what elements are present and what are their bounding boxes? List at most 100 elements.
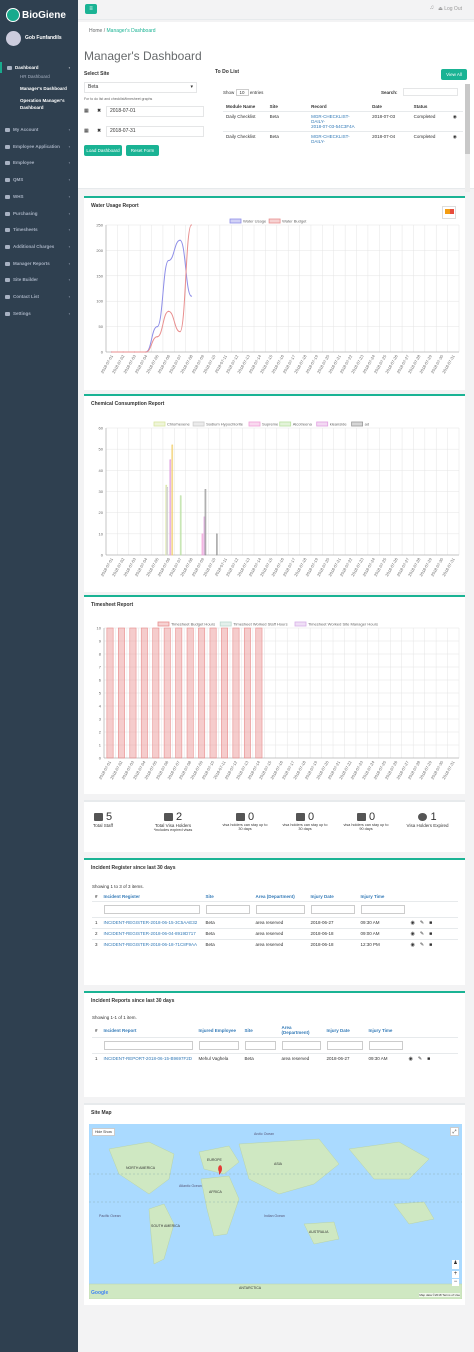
trash-icon[interactable]: ■: [427, 1056, 431, 1062]
pencil-icon[interactable]: ✎: [419, 942, 425, 948]
trash-icon[interactable]: ■: [429, 931, 433, 937]
filter-input[interactable]: [368, 1041, 403, 1050]
filter-input[interactable]: [205, 905, 250, 914]
bar[interactable]: [171, 444, 174, 556]
bar[interactable]: [216, 533, 218, 556]
bar[interactable]: [201, 533, 204, 556]
filter-input[interactable]: [244, 1041, 276, 1050]
eye-icon[interactable]: ◉: [410, 920, 415, 926]
sidebar-item-site-builder[interactable]: Site Builder ‹: [0, 274, 78, 285]
sidebar-item-manager-reports[interactable]: Manager Reports ‹: [0, 258, 78, 269]
bar[interactable]: [163, 627, 171, 759]
eye-icon[interactable]: ◉: [410, 931, 415, 937]
filter-input[interactable]: [310, 905, 355, 914]
bar[interactable]: [140, 627, 148, 759]
pencil-icon[interactable]: ✎: [419, 931, 425, 937]
column-header[interactable]: Module Name: [223, 102, 267, 112]
column-header[interactable]: Site: [202, 892, 253, 902]
sidebar-item-whs[interactable]: WHS ‹: [0, 191, 78, 202]
bar[interactable]: [232, 627, 240, 759]
record-link[interactable]: MGR-CHECKLIST- DAILY- 2018-07-03-54C3F4A: [308, 111, 370, 132]
legend-label[interactable]: Water Usage: [243, 219, 267, 224]
column-header[interactable]: Site: [241, 1023, 279, 1038]
trash-icon[interactable]: ■: [429, 920, 433, 926]
calendar-icon[interactable]: ▦: [84, 108, 89, 114]
eye-icon[interactable]: ◉: [449, 131, 463, 146]
sidebar-item-dashboard[interactable]: Dashboard ‹: [0, 62, 78, 73]
hamburger-menu-button[interactable]: ≡: [85, 4, 97, 14]
bar[interactable]: [243, 627, 251, 759]
legend-label[interactable]: Supreme: [262, 422, 279, 427]
data-point[interactable]: [156, 336, 158, 338]
sidebar-item-settings[interactable]: Settings ‹: [0, 308, 78, 319]
pencil-icon[interactable]: ✎: [419, 920, 425, 926]
legend-swatch[interactable]: [219, 621, 232, 627]
site-map[interactable]: NORTH AMERICA SOUTH AMERICA EUROPE AFRIC…: [89, 1124, 462, 1299]
entries-select[interactable]: 10: [235, 89, 249, 96]
logo[interactable]: BioGiene: [6, 6, 66, 24]
column-header[interactable]: Incident Report: [100, 1023, 196, 1038]
legend-swatch[interactable]: [294, 621, 307, 627]
map-attribution[interactable]: Map data ©2018 Terms of Use: [419, 1293, 460, 1297]
clear-date-icon[interactable]: ✖: [97, 128, 102, 134]
sidebar-item-purchasing[interactable]: Purchasing ‹: [0, 208, 78, 219]
view-all-button[interactable]: View All: [441, 69, 467, 80]
sidebar-item-qms[interactable]: QMS ‹: [0, 174, 78, 185]
incident-register-link[interactable]: INCIDENT-REGISTER-2018-06-04-8919D717: [100, 928, 203, 940]
legend-swatch[interactable]: [153, 421, 166, 427]
column-header[interactable]: Injury Time: [365, 1023, 406, 1038]
legend-label[interactable]: Timesheet Budget Hours: [171, 622, 215, 627]
user-profile[interactable]: Gob Funfandils: [6, 30, 76, 46]
bar[interactable]: [198, 627, 206, 759]
date-to-input[interactable]: 2018-07-31: [106, 126, 204, 137]
column-header[interactable]: Site: [266, 102, 309, 112]
filter-input[interactable]: [103, 905, 200, 914]
legend-label[interactable]: Water Budget: [282, 219, 307, 224]
sidebar-item-my-account[interactable]: My Account ‹: [0, 124, 78, 135]
bell-icon[interactable]: ♫: [429, 5, 435, 11]
legend-label[interactable]: Chlorhexene: [167, 422, 190, 427]
bar[interactable]: [118, 627, 125, 759]
pencil-icon[interactable]: ✎: [417, 1056, 423, 1062]
bar[interactable]: [204, 489, 207, 556]
sidebar-subitem[interactable]: HR Dashboard: [20, 74, 50, 79]
sidebar-item-contact-list[interactable]: Contact List ‹: [0, 291, 78, 302]
filter-input[interactable]: [360, 905, 405, 914]
fullscreen-icon[interactable]: ⤢: [450, 1127, 459, 1136]
column-header[interactable]: Injured Employee: [195, 1023, 242, 1038]
data-point[interactable]: [145, 351, 147, 353]
scrollbar[interactable]: [465, 84, 470, 192]
sidebar-item-additional-charges[interactable]: Additional Charges ‹: [0, 241, 78, 252]
calendar-icon[interactable]: ▦: [84, 128, 89, 134]
data-point[interactable]: [168, 310, 170, 312]
eye-icon[interactable]: ◉: [408, 1056, 413, 1062]
incident-register-link[interactable]: INCIDENT-REGISTER-2018-06-18-71C8F9AA: [100, 939, 203, 950]
clear-date-icon[interactable]: ✖: [97, 108, 102, 114]
data-point[interactable]: [133, 351, 136, 353]
column-header[interactable]: Area (Department): [278, 1023, 324, 1038]
bar[interactable]: [209, 627, 217, 759]
filter-input[interactable]: [198, 1041, 239, 1050]
bar[interactable]: [106, 627, 114, 759]
sidebar-item-employee[interactable]: Employee ‹: [0, 157, 78, 168]
filter-input[interactable]: [281, 1041, 321, 1050]
data-point[interactable]: [122, 351, 124, 353]
bar[interactable]: [221, 627, 228, 759]
data-point[interactable]: [190, 224, 193, 226]
column-header[interactable]: Status: [410, 102, 450, 112]
legend-label[interactable]: Timesheet Worked Staff Hours: [233, 622, 287, 627]
legend-swatch[interactable]: [157, 621, 170, 627]
bar[interactable]: [175, 627, 183, 759]
street-view-icon[interactable]: ♟: [452, 1260, 459, 1269]
filter-input[interactable]: [255, 905, 305, 914]
sidebar-subitem[interactable]: Manager's Dashboard: [20, 86, 67, 91]
eye-icon[interactable]: ◉: [410, 942, 415, 948]
legend-swatch[interactable]: [316, 421, 329, 427]
trash-icon[interactable]: ■: [429, 942, 433, 948]
color-palette-icon[interactable]: [442, 206, 456, 219]
incident-register-link[interactable]: INCIDENT-REGISTER-2018-06-15-3C5AAE32: [100, 917, 203, 929]
legend-label[interactable]: ad: [365, 422, 369, 427]
zoom-out-button[interactable]: −: [452, 1279, 459, 1286]
bar[interactable]: [169, 459, 172, 556]
column-header[interactable]: Injury Date: [307, 892, 358, 902]
